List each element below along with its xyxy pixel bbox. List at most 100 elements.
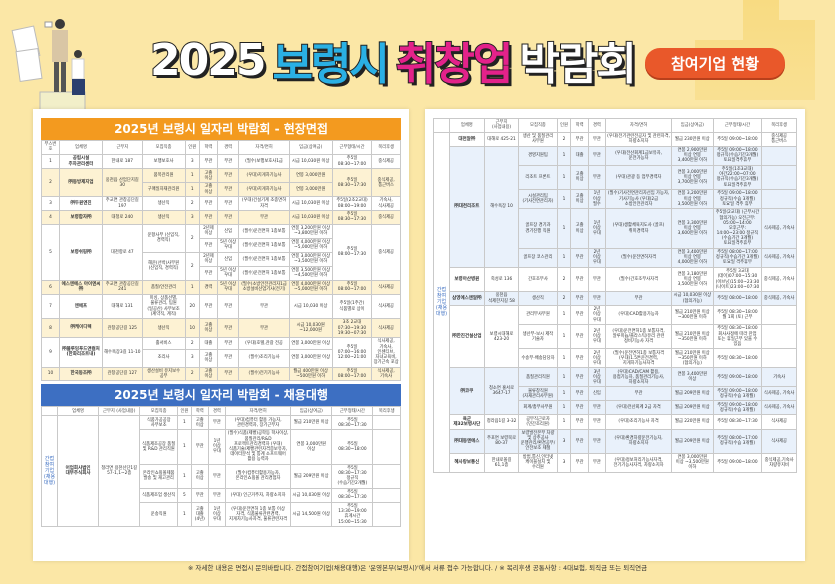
table-cell: (우대)지게차기능사 <box>238 168 290 184</box>
table-cell: 대해로 425-21 <box>483 131 520 147</box>
table-cell: 무관 <box>587 145 607 166</box>
table-cell: 간호조무사 <box>518 266 558 293</box>
table-cell: 2 <box>556 291 572 307</box>
company-name-cell: 삼영에스앤알㈜ <box>449 291 485 307</box>
table-cell: 무관 <box>190 487 209 503</box>
table-cell: 보행보호사 <box>141 153 186 170</box>
table-cell: 무관 <box>216 293 240 320</box>
column-header: 근무지 (사업내용) <box>98 406 141 417</box>
table-cell: 주5일(2교대) (근무시간 협의가능) 오전근무: 05:00~14:00 오… <box>712 208 763 249</box>
column-header: 부스번호 <box>41 140 60 155</box>
table-cell <box>372 429 401 465</box>
column-header: 학력 <box>570 118 589 133</box>
table-cell: 해수욕장3길 11-10 <box>102 337 143 368</box>
column-header: 임금(상여금) <box>288 140 333 155</box>
table-cell: 5년 이상 우대 <box>216 237 240 253</box>
table-cell: 대천항로 47 <box>102 223 143 281</box>
table-cell: 수송부-배송담당자 <box>518 348 558 369</box>
table-cell: (필수)조리기능사 <box>238 348 290 368</box>
table-cell: 1 <box>556 414 572 430</box>
table-cell: 2년 이상 우대 <box>587 324 607 350</box>
table-cell: 1년 이상 필수 <box>587 189 607 210</box>
table-cell: 중식제공, 기숙사 <box>761 291 797 307</box>
table-cell: 1 <box>556 367 572 388</box>
table-cell: 3 <box>184 210 200 225</box>
table-cell <box>761 305 797 326</box>
table-cell: 시설관리팀 (기사전면관리자) <box>518 189 558 210</box>
table-cell: 1 <box>184 279 200 295</box>
title-year: 2025 <box>149 34 267 87</box>
agency-section-title: 2025년 보령시 일자리 박람회 - 채용대행 <box>41 384 401 407</box>
table-cell: 1년 이상 우대 <box>587 208 607 249</box>
table-cell: 무관 <box>570 324 589 350</box>
table-cell: (우대)운전면허 1종 보통 이상 자격, 식품물류관련경력, 지게차기능사자격… <box>224 501 292 528</box>
column-header: 근무지 <box>102 140 143 155</box>
table-cell: 무관 <box>605 291 673 307</box>
table-cell: 연봉 4,000만원 이상 ~5,000만원 이하 <box>288 279 333 295</box>
table-cell: 연봉 3,300만원 이상 연봉 3,600만원 이하 <box>671 208 714 249</box>
table-cell: (우대)생활체육지도사 (골프)취미경력자 <box>605 208 673 249</box>
table-cell: 무관 <box>216 318 240 339</box>
table-cell: 고졸 이상 <box>570 208 589 249</box>
table-cell: 주5일 08:00~17:00 <box>331 279 373 295</box>
table-row: 식품제조공장 품질 및 R&D 관리직원 1 무관 1년 이상 우대 (필수)식품(제빵… <box>42 429 401 465</box>
table-cell: 무관 <box>587 428 607 454</box>
table-cell: 죽성로 136 <box>483 266 520 293</box>
table-cell: (우대)정보처리기능사자격, 전기기능사자격, 차량소지자 <box>605 452 673 473</box>
table-cell: (필수)기사전면관리자선임 가능자, 기사기능사 (우대)2급 소방안전관리자 <box>605 189 673 210</box>
table-cell: 기숙사, 식사제공 <box>371 196 401 211</box>
table-row: ㈜대동엔에스 주포면 보령북로 80-37 보령발전본부 차량 및 상주공사 운행관… <box>434 428 797 454</box>
table-row: 1 공립시설 주차관리센터 한내로 187 보행보호사 3 무관 무관 (필수)보행보호사1급… <box>41 153 401 170</box>
table-cell: 시급 14,500원 이상 <box>290 501 333 528</box>
table-row: 식품제조업 생산직 5 무관 무관 (우대) 인근거주자, 차량소지자 시급 10,030… <box>42 487 401 503</box>
interview-illustration <box>11 19 86 110</box>
table-cell: 고졸 이상 <box>190 463 209 489</box>
table-cell: 주5일 09:00~18:00 정규직(수습 3개월) <box>712 400 763 416</box>
table-cell: 생산 및 품질관리 사무원 <box>518 131 558 147</box>
table-cell: 운항사무 (신입직, 경력직) <box>141 223 186 253</box>
table-cell: 주5일 08:30~17:30 <box>331 487 374 503</box>
table-cell: 무관 <box>587 400 607 416</box>
table-cell: 식사제공, 기숙사 <box>761 247 797 268</box>
column-header: 임금(상여금) <box>671 118 714 133</box>
company-name-cell: 공립시설 주차관리센터 <box>58 153 104 170</box>
company-name-cell: 보령아산병원 <box>449 266 485 293</box>
table-cell: (우대)CAD활용가능자 <box>605 305 673 326</box>
table-row: 회계/총무사무원 1 무관 무관 (우대)전산회계 2급 자격 월급 209만원 이상 주5… <box>434 400 797 416</box>
table-cell: 생산직 <box>141 318 186 339</box>
table-cell: 웅천읍 석제한지길 58 <box>483 291 520 307</box>
table-cell: 공무직근로자 (민간조리원) <box>518 414 558 430</box>
table-row: 3 ㈜두원엔진 주교면 관창공단길 197 생산직 2 무관 무관 (우대)건설기계 조종면허… <box>41 196 401 211</box>
table-cell <box>372 415 401 431</box>
table-cell: 연봉 3,000만원 이상 ~3,500만원 이하 <box>671 452 714 473</box>
footer-note: ※ 자세한 내용은 면접시 문의바랍니다. 간접참여기업(채용대행)은 '운영본… <box>187 564 648 572</box>
table-cell: 물류창직원 (자재관리사무원) <box>518 386 558 402</box>
table-cell: 2 <box>184 223 200 253</box>
table-cell: 연봉 3,000만원 이상 연봉 3,700만원 이하 <box>671 164 714 191</box>
column-header: 경력 <box>587 118 607 133</box>
table-cell: 무관 <box>190 429 209 465</box>
table-cell: 식품가공공장 사무보조 <box>139 415 179 431</box>
table-cell: 식사제공, 기숙사, 인센티브, 자녀교육비, 장기근속 포상 <box>371 337 401 368</box>
table-cell: 3 <box>184 153 200 170</box>
table-cell: 1 <box>177 429 192 465</box>
table-row: 혜사랑보통신 한내로올길 61,1층 방범,통신,인터넷 케이블설치 및 수리원 3 무… <box>434 452 797 473</box>
table-cell: 월급 209만원 이상 <box>671 428 714 454</box>
table-cell: 중식제공 통근버스 <box>761 131 797 147</box>
table-cell: 주5일 08:30~17:30 정규직(수습기간2개월) <box>331 463 374 489</box>
table-cell: 품질관리직원 <box>518 367 558 388</box>
table-cell: 주5일 08:30~17:00 <box>331 153 373 170</box>
table-cell: 식품제조업 생산직 <box>139 487 179 503</box>
table-cell: 주교면 관창공단길 197 <box>102 196 143 211</box>
table-cell <box>761 164 797 191</box>
table-cell: 10 <box>41 366 60 382</box>
company-name-cell: ㈜동방제지업 <box>58 168 104 198</box>
table-cell: 무관 <box>587 164 607 191</box>
table-cell: 무관 <box>198 210 218 225</box>
table-cell: 식품제조공장 품질 및 R&D 관리직원 <box>139 429 179 465</box>
table-cell: 주5일 08:00~17:00 정규직(수습 3개월) <box>712 428 763 454</box>
side-label: 간접 참여 기업 (채용 대행) <box>41 415 58 527</box>
table-cell: (필수)운전면허 1종보통 <box>238 265 290 281</box>
company-name-cell: ㈜한진건설산업 <box>449 305 485 369</box>
table-cell: 시급 10,030원 이상 <box>288 153 333 170</box>
